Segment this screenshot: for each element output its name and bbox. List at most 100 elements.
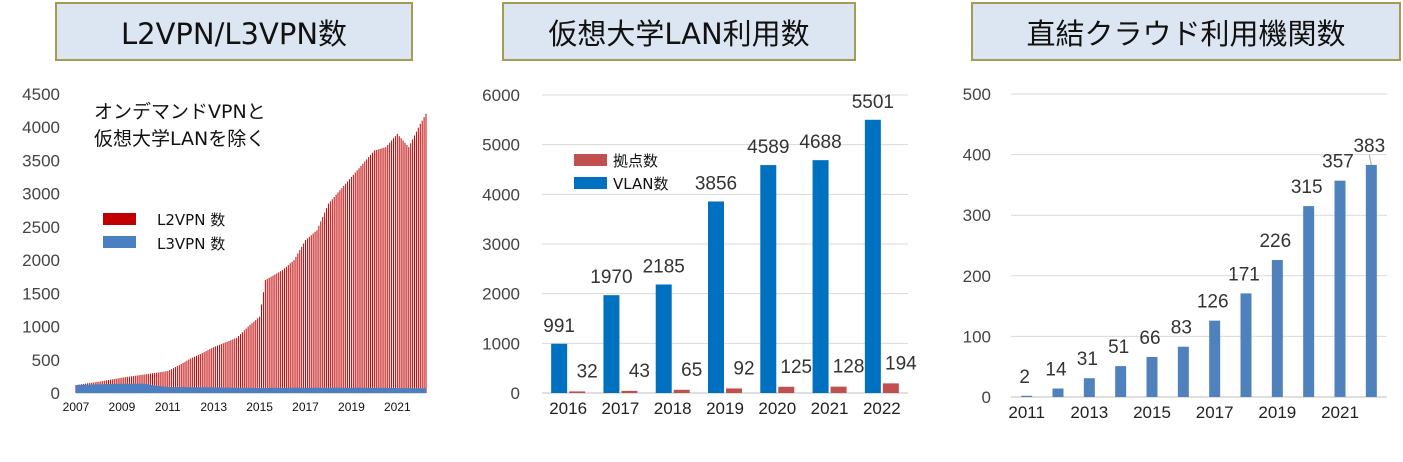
x-tick-label: 2021 [811, 399, 849, 418]
kyoten-data-label: 65 [681, 360, 702, 381]
y-tick-label: 1000 [482, 334, 520, 353]
legend-label-kyoten: 拠点数 [613, 152, 658, 170]
x-tick-label: 2015 [246, 400, 273, 414]
y-tick-label: 0 [51, 384, 60, 403]
cloud-data-label: 383 [1353, 136, 1385, 157]
vlan-data-label: 4688 [799, 132, 841, 153]
x-tick-label: 2015 [1133, 403, 1171, 422]
x-tick-label: 2021 [384, 400, 411, 414]
y-tick-label: 500 [963, 85, 991, 104]
legend-label-vlan: VLAN数 [613, 175, 668, 193]
x-tick-label: 2017 [1196, 403, 1234, 422]
vlan-data-label: 2185 [643, 256, 685, 277]
x-tick-label: 2009 [109, 400, 136, 414]
kyoten-bar [882, 383, 899, 393]
l2vpn-series [75, 113, 427, 393]
cloud-bar [1146, 357, 1158, 397]
y-tick-label: 0 [511, 384, 520, 403]
cloud-data-label: 31 [1077, 349, 1098, 370]
x-tick-label: 2016 [549, 399, 587, 418]
legend-swatch-kyoten [574, 154, 607, 166]
cloud-bar [1240, 293, 1252, 397]
legend-label-l2vpn: L2VPN 数 [157, 211, 225, 229]
cloud-bar [1052, 388, 1064, 397]
l3vpn-area [76, 383, 426, 393]
kyoten-data-label: 194 [885, 353, 917, 374]
cloud-bar [1271, 260, 1283, 397]
annotation-text: オンデマンドVPNと [94, 101, 266, 123]
kyoten-data-label: 92 [733, 358, 754, 379]
vlan-data-label: 4589 [747, 137, 789, 158]
chart3-title-text: 直結クラウド利用機関数 [1026, 16, 1346, 51]
y-tick-label: 4000 [482, 185, 520, 204]
vlan-bar [708, 201, 724, 393]
chart2-title: 仮想大学LAN利用数 [502, 2, 856, 61]
x-tick-label: 2007 [63, 400, 90, 414]
vlan-bar [655, 284, 672, 393]
legend-label-l3vpn: L3VPN 数 [157, 235, 225, 253]
y-tick-label: 500 [32, 351, 60, 370]
x-tick-label: 2018 [654, 399, 692, 418]
kyoten-data-label: 128 [833, 357, 865, 378]
x-tick-label: 2020 [758, 399, 796, 418]
vlan-bar [760, 165, 777, 393]
kyoten-data-label: 43 [629, 361, 650, 382]
x-tick-label: 2022 [863, 399, 901, 418]
kyoten-bar [830, 386, 847, 393]
cloud-data-label: 357 [1322, 152, 1354, 173]
cloud-bar [1177, 346, 1189, 397]
y-tick-label: 3500 [22, 151, 60, 170]
vlan-data-label: 3856 [695, 173, 737, 194]
y-tick-label: 1000 [22, 318, 60, 337]
cloud-data-label: 66 [1139, 328, 1160, 349]
chart1-title: L2VPN/L3VPN数 [55, 2, 413, 61]
kyoten-data-label: 125 [780, 357, 812, 378]
x-tick-label: 2019 [1258, 403, 1296, 422]
y-tick-label: 100 [963, 327, 991, 346]
y-tick-label: 300 [963, 206, 991, 225]
vlan-data-label: 5501 [852, 92, 894, 113]
x-tick-label: 2011 [155, 400, 181, 414]
vlan-data-label: 1970 [590, 267, 632, 288]
cloud-data-label: 171 [1228, 264, 1260, 285]
leader-line [1368, 154, 1372, 166]
chart3-title: 直結クラウド利用機関数 [971, 2, 1401, 61]
vlan-bar [603, 295, 620, 393]
vlan-bar [812, 160, 829, 393]
cloud-data-label: 51 [1108, 337, 1129, 358]
kyoten-bar [778, 386, 795, 393]
cloud-bar [1334, 180, 1346, 397]
vlan-bar [864, 119, 881, 394]
y-tick-label: 3000 [22, 185, 60, 204]
cloud-data-label: 226 [1259, 231, 1291, 252]
chart1-title-text: L2VPN/L3VPN数 [120, 16, 348, 51]
cloud-bar [1365, 164, 1377, 397]
y-tick-label: 200 [963, 267, 991, 286]
chart2-title-text: 仮想大学LAN利用数 [548, 16, 810, 51]
x-tick-label: 2013 [1070, 403, 1108, 422]
x-tick-label: 2017 [292, 400, 319, 414]
x-tick-label: 2021 [1321, 403, 1359, 422]
cloud-bar [1209, 320, 1221, 397]
x-tick-label: 2013 [200, 400, 227, 414]
y-tick-label: 3000 [482, 235, 520, 254]
y-tick-label: 2000 [482, 285, 520, 304]
x-tick-label: 2011 [1008, 403, 1045, 422]
annotation-text: 仮想大学LANを除く [94, 128, 265, 150]
x-tick-label: 2017 [602, 399, 640, 418]
vlan-bar [551, 343, 568, 393]
y-tick-label: 6000 [482, 86, 520, 105]
legend-swatch-l2vpn [103, 213, 136, 225]
legend-swatch-l3vpn [103, 236, 136, 248]
vlan-data-label: 991 [543, 316, 575, 337]
cloud-data-label: 126 [1197, 292, 1229, 313]
cloud-data-label: 315 [1291, 177, 1323, 198]
y-tick-label: 2000 [22, 251, 60, 270]
kyoten-bar [726, 388, 742, 393]
kyoten-bar [673, 389, 690, 393]
cloud-data-label: 83 [1171, 318, 1192, 339]
y-tick-label: 0 [982, 388, 991, 407]
y-tick-label: 4500 [22, 85, 60, 104]
cloud-data-label: 14 [1045, 360, 1067, 381]
